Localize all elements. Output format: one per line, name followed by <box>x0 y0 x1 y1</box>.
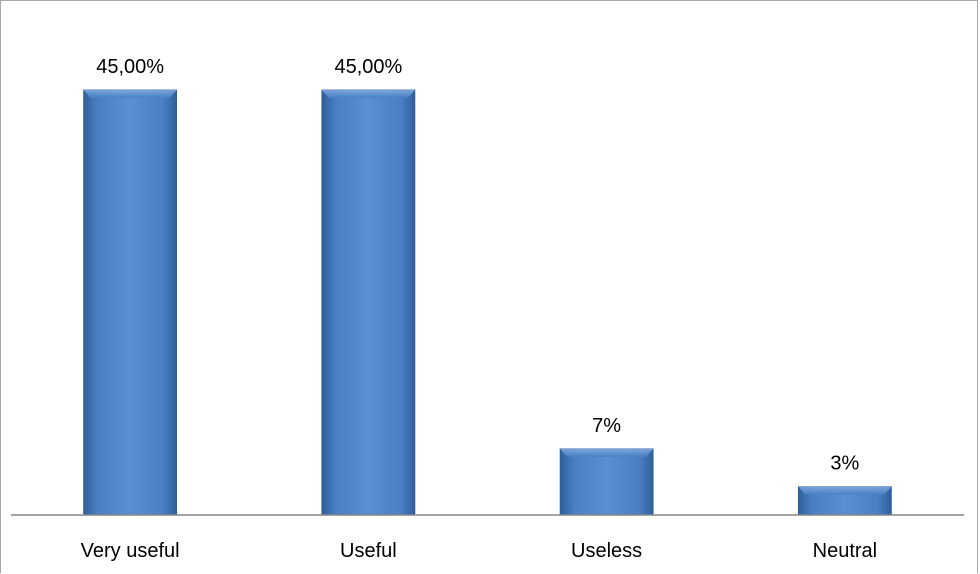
bar-bevel <box>798 486 892 495</box>
bar-rect <box>83 89 178 516</box>
bar-useful <box>321 89 416 516</box>
bar-neutral <box>797 486 892 516</box>
x-tick-label: Neutral <box>813 540 877 562</box>
bar-rect <box>321 89 416 516</box>
labels-layer: 45,00% Very useful 45,00% Useful 7% Useless 3%… <box>81 56 877 562</box>
bar-very-useful <box>83 89 178 516</box>
x-tick-label: Useless <box>571 540 642 562</box>
data-label: 3% <box>830 453 859 475</box>
data-label: 45,00% <box>96 56 164 78</box>
bar-rect <box>559 448 654 516</box>
data-label: 45,00% <box>334 56 402 78</box>
x-tick-label: Useful <box>340 540 397 562</box>
bars-layer <box>83 89 892 516</box>
bar-bevel <box>321 90 415 98</box>
bar-bevel <box>83 90 177 98</box>
bar-bevel <box>560 448 654 457</box>
x-tick-label: Very useful <box>81 540 180 562</box>
data-label: 7% <box>592 415 621 437</box>
bar-useless <box>559 448 654 516</box>
